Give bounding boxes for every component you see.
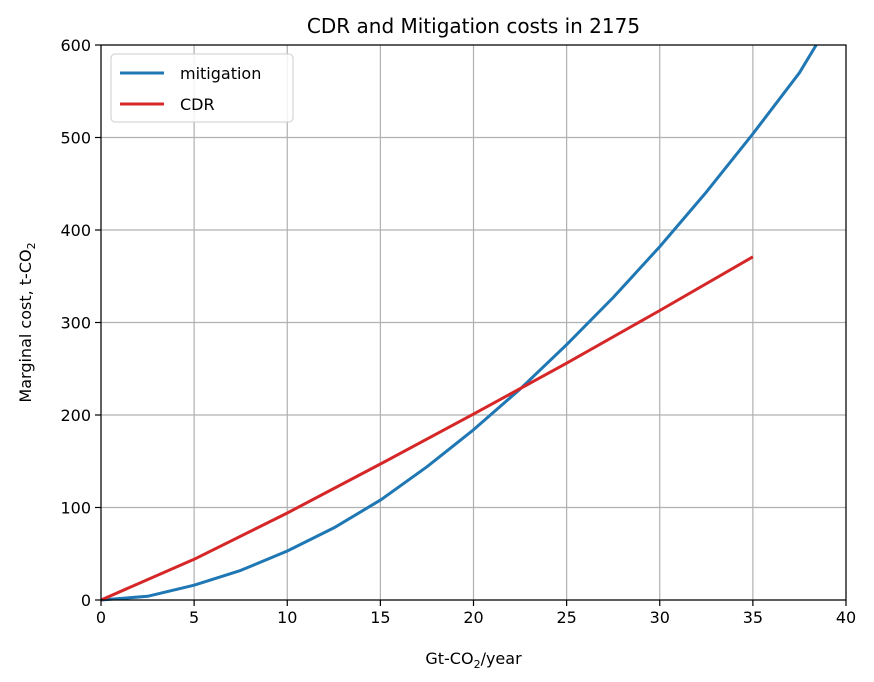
y-tick-label: 200 (60, 406, 91, 425)
series-layer (100, 44, 818, 602)
x-tick-label: 0 (96, 608, 106, 627)
y-tick-label: 500 (60, 129, 91, 148)
y-axis-label: Marginal cost, t-CO2 (16, 242, 38, 402)
y-axis-label-subscript: 2 (25, 242, 38, 249)
y-tick-label: 400 (60, 221, 91, 240)
x-tick-label: 10 (277, 608, 297, 627)
y-axis-label-main: Marginal cost, t-CO (16, 249, 35, 402)
x-axis-label-tail: /year (481, 649, 523, 668)
legend: mitigation CDR (110, 53, 294, 123)
x-axis-label-main: Gt-CO (425, 649, 473, 668)
legend-label-mitigation: mitigation (180, 64, 261, 83)
x-tick-label: 5 (189, 608, 199, 627)
x-axis-label: Gt-CO2/year (425, 649, 522, 671)
x-tick-label: 35 (743, 608, 763, 627)
x-tick-label: 20 (463, 608, 483, 627)
x-tick-label: 25 (556, 608, 576, 627)
chart-title: CDR and Mitigation costs in 2175 (307, 14, 640, 38)
y-tick-label: 600 (60, 36, 91, 55)
series-line-mitigation (100, 44, 818, 602)
x-tick-label: 30 (650, 608, 670, 627)
y-tick-label: 100 (60, 499, 91, 518)
y-tick-label: 300 (60, 314, 91, 333)
legend-label-cdr: CDR (180, 95, 215, 114)
x-tick-label: 15 (370, 608, 390, 627)
x-axis-label-subscript: 2 (474, 658, 481, 671)
x-tick-label: 40 (836, 608, 856, 627)
series-line-cdr (100, 255, 754, 602)
y-tick-label: 0 (81, 591, 91, 610)
